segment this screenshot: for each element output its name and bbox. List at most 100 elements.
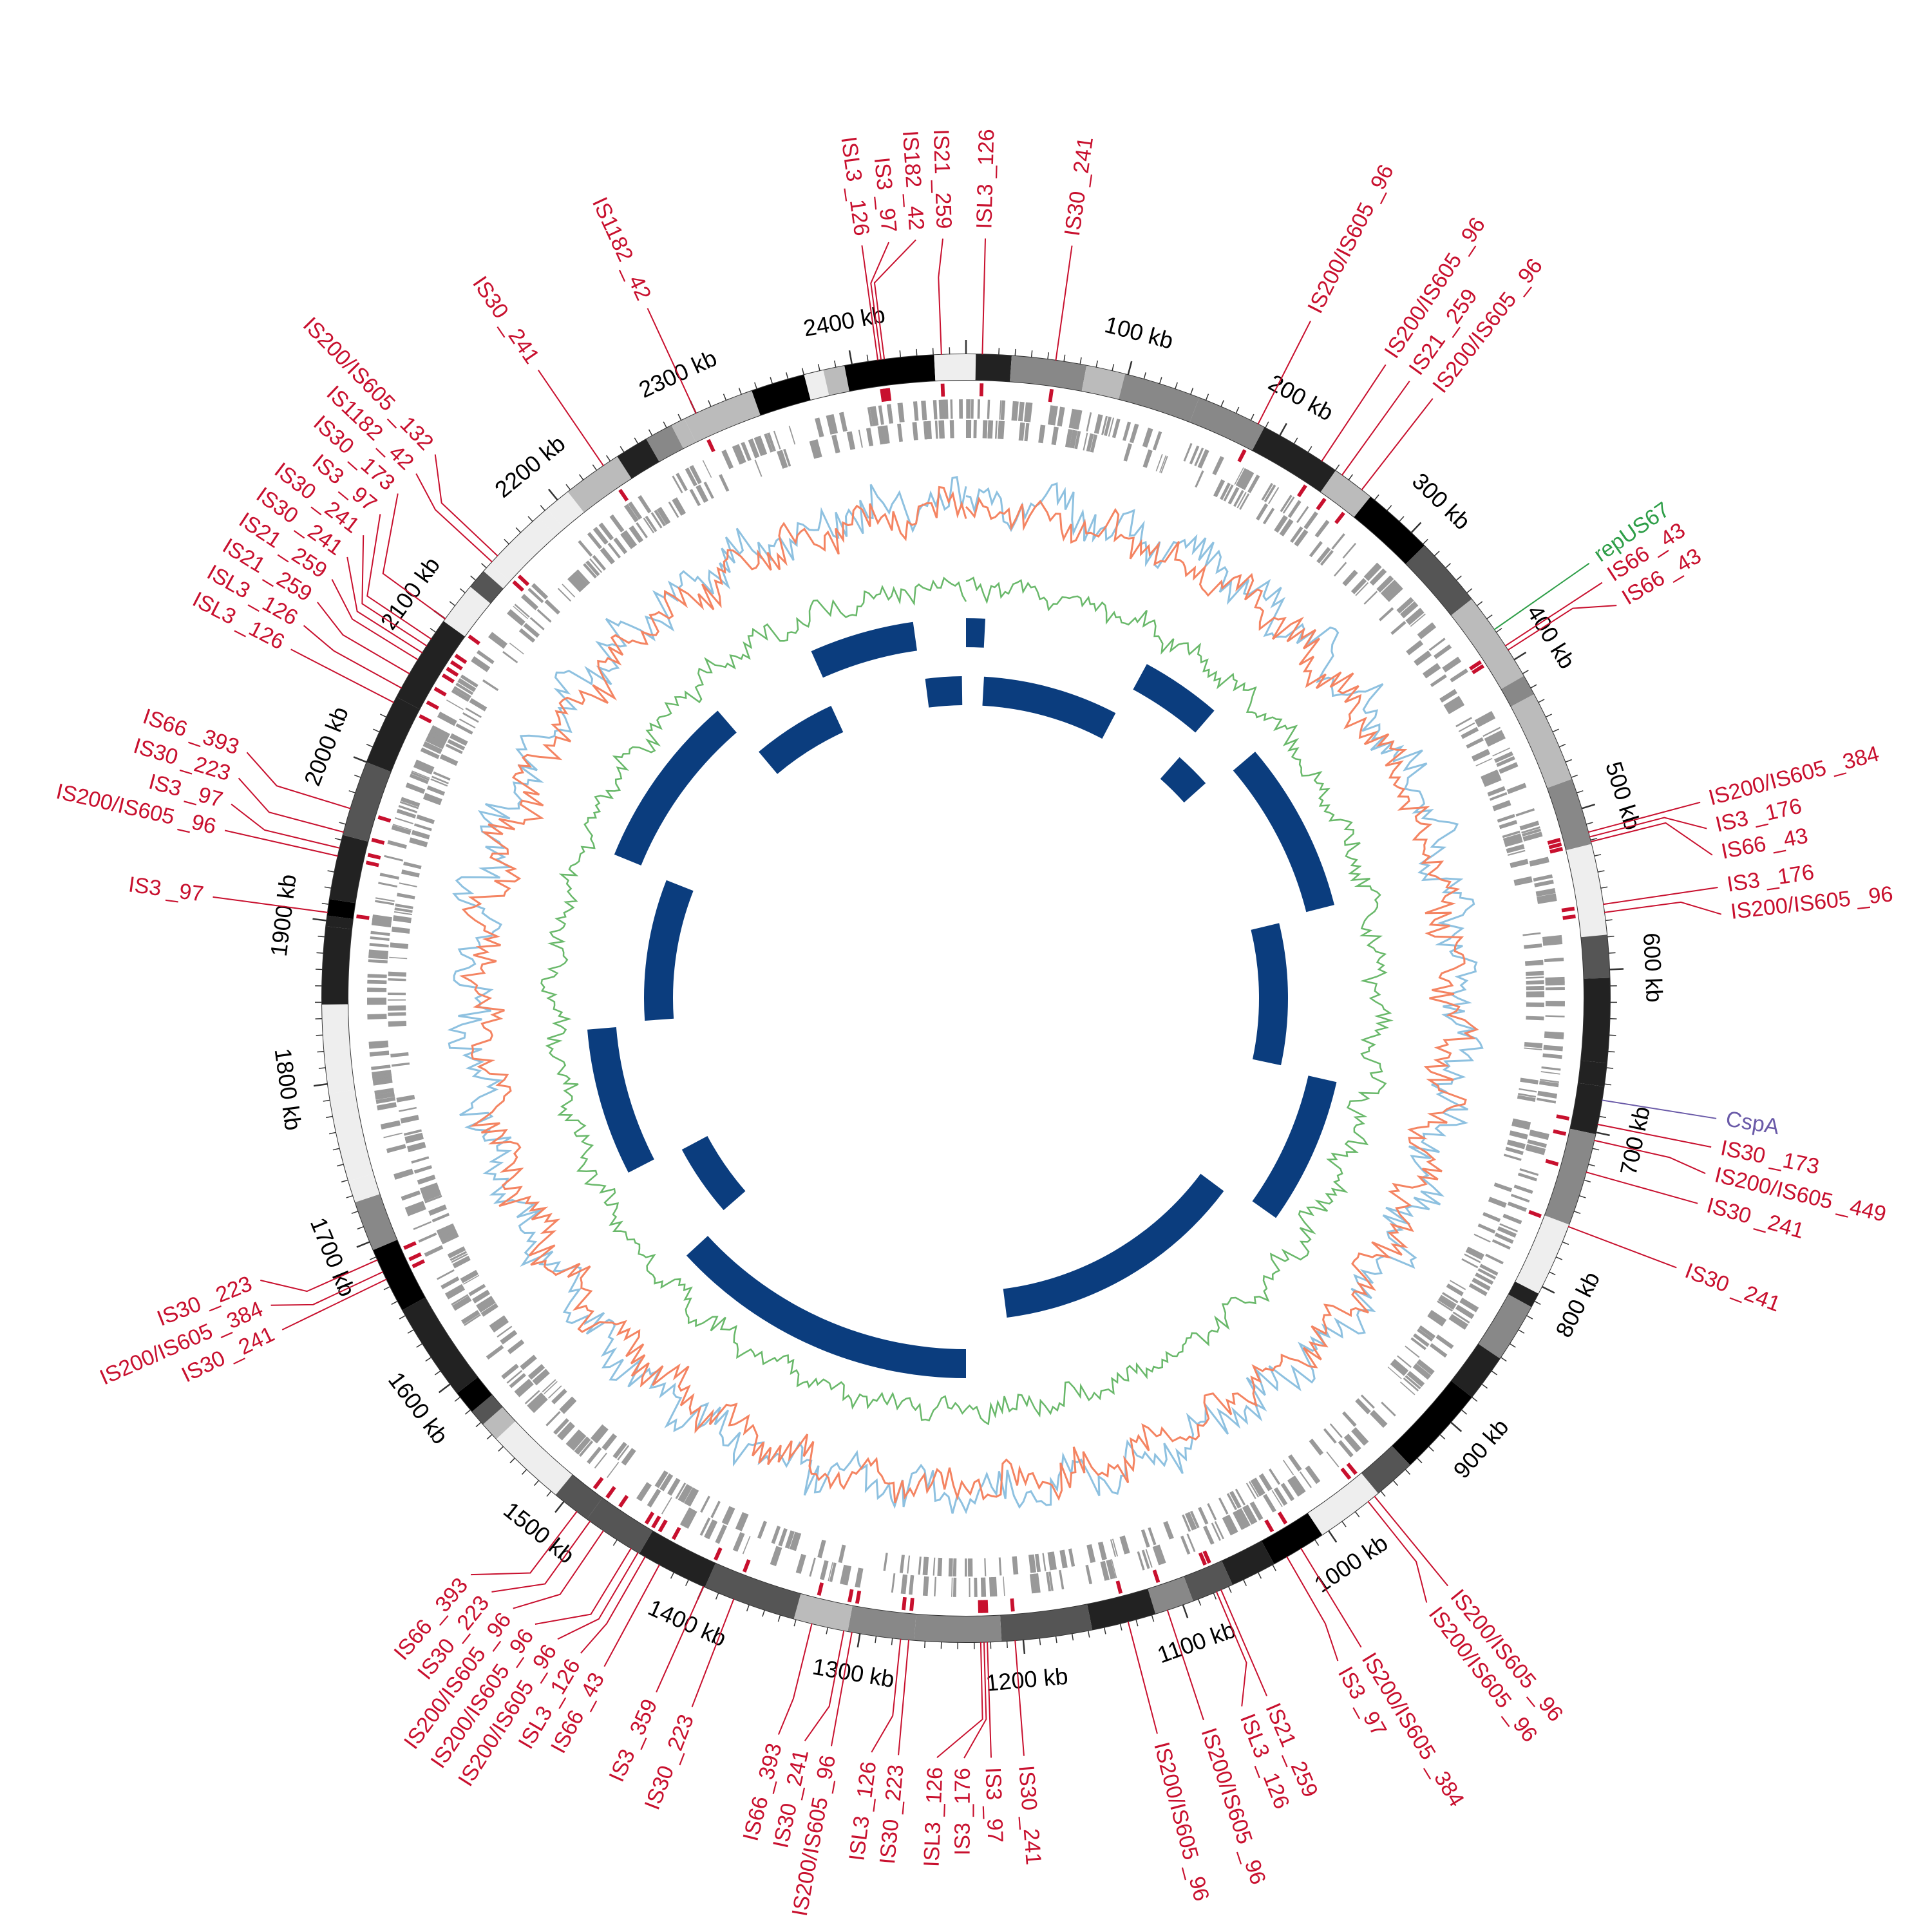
cds-block: [1085, 1564, 1093, 1585]
cds-block: [737, 1513, 749, 1531]
cds-block: [1238, 1508, 1251, 1528]
cds-block: [924, 1557, 929, 1576]
cds-block: [490, 1316, 507, 1331]
cds-block: [703, 481, 714, 499]
minor-tick: [634, 437, 639, 444]
cds-block: [965, 420, 972, 439]
cds-block: [1527, 1139, 1548, 1148]
is-element-leader: [331, 579, 419, 661]
cds-block: [1399, 1381, 1416, 1396]
cds-block: [530, 1396, 548, 1414]
minor-tick: [777, 1615, 781, 1622]
minor-tick: [1571, 774, 1578, 779]
minor-tick: [1392, 1480, 1398, 1486]
cds-block: [1521, 826, 1540, 834]
cds-block: [420, 747, 440, 759]
cds-block: [629, 525, 644, 544]
ideogram-band: [934, 354, 966, 381]
cds-block: [645, 515, 658, 533]
is-element-mark: [1562, 914, 1576, 920]
cds-block: [515, 1379, 531, 1394]
is-element-leader: [777, 1623, 813, 1735]
cds-block: [1223, 484, 1234, 502]
minor-tick: [620, 446, 625, 453]
cds-block: [1544, 958, 1564, 963]
cds-block: [1494, 751, 1513, 763]
cds-block: [399, 800, 419, 810]
cds-block: [459, 718, 476, 729]
minor-tick: [1598, 1115, 1606, 1119]
cds-block: [462, 712, 479, 723]
minor-tick: [1341, 1520, 1347, 1528]
synteny-block: [614, 710, 737, 866]
cds-block: [391, 926, 410, 934]
minor-tick: [738, 388, 743, 395]
minor-tick: [459, 588, 466, 594]
cds-block: [400, 1115, 419, 1124]
cds-block: [1515, 808, 1535, 817]
cds-block: [413, 765, 432, 775]
cds-block: [1526, 976, 1544, 979]
cds-block: [1537, 896, 1557, 904]
cds-block: [1390, 1361, 1407, 1376]
is-element-mark: [984, 1600, 989, 1613]
is-element-mark: [512, 580, 525, 592]
cds-block: [1502, 831, 1520, 838]
cds-block: [950, 399, 953, 419]
major-tick: [1513, 651, 1527, 661]
gc-content-trace: [540, 576, 1394, 1426]
cds-block: [1535, 887, 1556, 897]
minor-tick: [916, 348, 918, 356]
cds-block: [606, 1462, 620, 1478]
is-element-leader: [1374, 1495, 1448, 1587]
cds-block: [1461, 1258, 1479, 1269]
cds-block: [386, 1144, 406, 1153]
minor-tick: [329, 1132, 337, 1135]
is-element-leader: [213, 896, 328, 913]
cds-block: [594, 1452, 607, 1469]
cds-block: [461, 1310, 480, 1324]
cds-block: [1468, 1283, 1488, 1296]
cds-block: [1506, 1139, 1526, 1150]
scale-label: 300 kb: [1407, 468, 1475, 535]
is-element-leader: [871, 1638, 902, 1753]
cds-block: [959, 399, 963, 419]
is-element-leader: [346, 556, 423, 654]
is-element-mark: [902, 1596, 907, 1611]
cds-block: [1355, 1398, 1371, 1415]
minor-tick: [1348, 474, 1354, 480]
cds-block: [368, 959, 388, 963]
minor-tick: [1174, 382, 1178, 390]
cds-block: [1086, 1544, 1095, 1563]
cds-block: [1029, 1573, 1037, 1594]
is-element-mark: [909, 1598, 914, 1611]
is-element-mark: [1549, 847, 1564, 854]
cds-block: [887, 404, 893, 424]
cds-block: [1545, 1001, 1565, 1007]
minor-tick: [578, 474, 584, 480]
cds-block: [1410, 613, 1426, 627]
cds-block: [1378, 607, 1394, 621]
minor-tick: [1250, 413, 1255, 421]
cds-block: [831, 434, 840, 453]
scale-label: 600 kb: [1638, 933, 1668, 1003]
minor-tick: [1607, 935, 1615, 938]
is-element-mark: [1296, 484, 1307, 498]
is-element-leader: [303, 625, 402, 689]
ideogram-band: [470, 571, 504, 603]
cds-block: [609, 514, 625, 533]
cds-block: [1449, 1314, 1468, 1329]
cds-block: [1545, 987, 1565, 990]
minor-tick: [1242, 1579, 1247, 1586]
cds-block: [949, 420, 954, 439]
is-element-leader: [1587, 801, 1701, 833]
major-tick: [1127, 361, 1133, 375]
cds-block: [1427, 1312, 1445, 1327]
is-element-mark: [365, 860, 379, 867]
cds-block: [430, 778, 448, 787]
is-element-leader: [1220, 1589, 1268, 1697]
is-element-leader: [361, 535, 428, 647]
cds-block: [533, 1370, 550, 1386]
cds-block: [1439, 688, 1457, 703]
cds-block: [367, 980, 387, 983]
